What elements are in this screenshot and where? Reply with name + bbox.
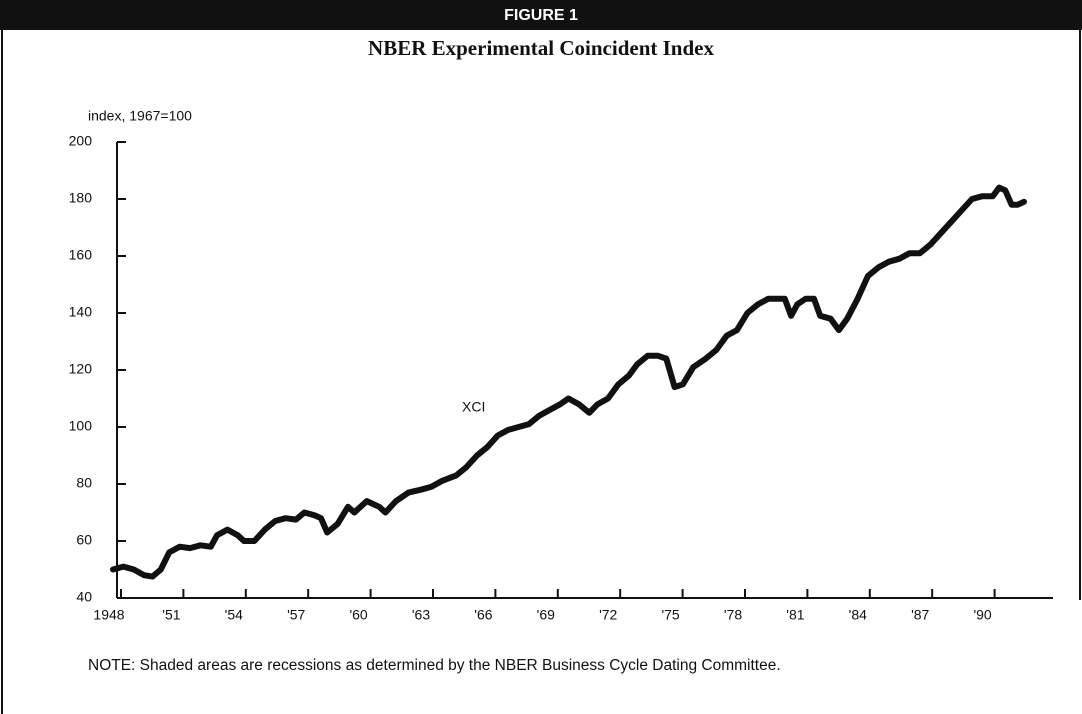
x-tick-label: '87 <box>911 607 929 623</box>
annotation: XCI <box>462 399 485 415</box>
x-tick-label: '60 <box>349 607 367 623</box>
y-tick-label: 100 <box>69 418 93 434</box>
x-tick-label: '66 <box>474 607 492 623</box>
chart-title: NBER Experimental Coincident Index <box>368 36 714 60</box>
x-tick-label: '54 <box>225 607 243 623</box>
x-tick-label: 1948 <box>93 607 124 623</box>
x-tick-label: '84 <box>849 607 867 623</box>
x-tick-label: '72 <box>599 607 617 623</box>
y-tick-label: 160 <box>69 247 93 263</box>
x-tick-label: '57 <box>287 607 305 623</box>
x-tick-label: '90 <box>973 607 991 623</box>
y-axis-label: index, 1967=100 <box>88 108 192 124</box>
x-tick-label: '63 <box>412 607 430 623</box>
x-tick-label: '69 <box>537 607 555 623</box>
x-tick-label: '81 <box>786 607 804 623</box>
xci-line <box>110 184 1027 580</box>
header-bar <box>0 0 1082 30</box>
figure-header: FIGURE 1 <box>504 7 578 24</box>
x-tick-label: '75 <box>661 607 679 623</box>
y-tick-label: 80 <box>76 475 92 491</box>
y-tick-label: 140 <box>69 304 93 320</box>
y-tick-label: 120 <box>69 361 93 377</box>
y-tick-label: 180 <box>69 190 93 206</box>
y-tick-label: 60 <box>76 532 92 548</box>
note: NOTE: Shaded areas are recessions as det… <box>88 657 781 674</box>
y-tick-label: 40 <box>76 589 92 605</box>
y-tick-label: 200 <box>69 133 93 149</box>
x-tick-label: '78 <box>724 607 742 623</box>
x-tick-label: '51 <box>162 607 180 623</box>
